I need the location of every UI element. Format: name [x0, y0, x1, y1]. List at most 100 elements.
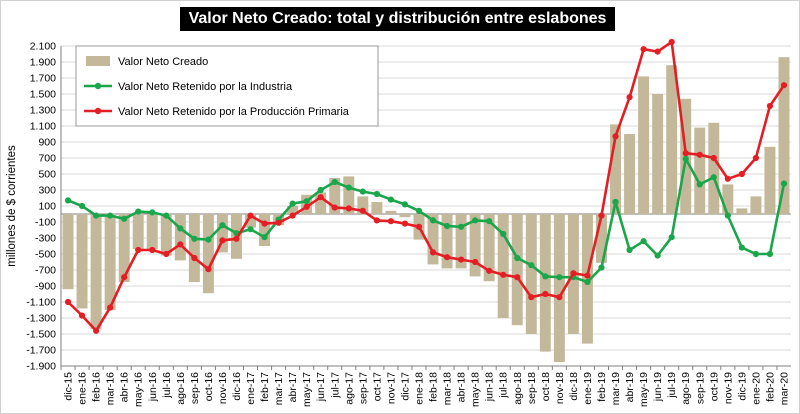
bar-valor-neto-creado [455, 214, 467, 269]
line-retenido-industria-point [401, 201, 409, 208]
y-tick-label: -1.100 [26, 297, 56, 309]
bar-valor-neto-creado [357, 196, 369, 214]
x-tick-label: oct-18 [540, 372, 552, 401]
line-retenido-produccion-primaria-point [345, 205, 352, 212]
line-retenido-industria-point [261, 234, 268, 241]
bar-valor-neto-creado [525, 214, 537, 334]
legend-swatch-marker [94, 82, 102, 90]
line-retenido-industria-point [415, 207, 423, 214]
bar-valor-neto-creado [245, 214, 256, 228]
line-retenido-industria-point [64, 197, 72, 204]
line-retenido-produccion-primaria-point [556, 294, 563, 301]
bar-valor-neto-creado [469, 214, 481, 277]
line-retenido-industria-point [710, 174, 717, 181]
x-tick-label: mar-18 [442, 372, 454, 405]
bar-valor-neto-creado [146, 214, 158, 250]
y-tick-label: 500 [38, 169, 56, 181]
bar-valor-neto-creado [329, 178, 341, 214]
x-tick-label: ene-18 [413, 372, 425, 405]
line-retenido-produccion-primaria-point [682, 150, 689, 157]
x-tick-label: ago-17 [343, 372, 355, 405]
y-tick-label: -500 [35, 249, 56, 261]
line-retenido-industria-point [317, 186, 324, 194]
x-tick-label: sep-17 [357, 372, 369, 404]
y-tick-label: -900 [35, 281, 56, 293]
line-retenido-produccion-primaria-point [107, 304, 114, 311]
y-tick-label: -1.700 [26, 345, 56, 357]
axis-layer: -1.900 -1.700 -1.500 -1.300 -1.100 -900 -700 -5… [6, 41, 791, 407]
bar-valor-neto-creado [343, 176, 355, 214]
bar-valor-neto-creado [764, 146, 776, 214]
line-retenido-produccion-primaria-point [443, 254, 451, 261]
x-tick-label: dic-17 [399, 372, 411, 401]
y-tick-label: 100 [38, 201, 56, 213]
line-retenido-industria-point [303, 198, 310, 205]
line-layer [64, 38, 788, 334]
line-retenido-industria-point [289, 200, 296, 207]
line-retenido-produccion-primaria-point [275, 219, 282, 226]
x-tick-label: mar-16 [105, 372, 117, 405]
x-tick-label: abr-16 [119, 372, 131, 403]
x-tick-label: ago-18 [512, 372, 524, 405]
x-tick-label: may-17 [301, 372, 313, 407]
line-retenido-produccion-primaria-point [500, 271, 507, 278]
line-retenido-industria-point [542, 273, 549, 280]
x-tick-label: jun-16 [147, 372, 159, 402]
line-retenido-industria-point [640, 238, 647, 245]
legend: Valor Neto Creado Valor Neto Retenido por… [75, 45, 379, 127]
line-retenido-industria-point [359, 188, 366, 195]
line-retenido-industria-point [205, 236, 212, 243]
line-retenido-industria-point [668, 234, 675, 241]
bar-valor-neto-creado [750, 196, 762, 214]
line-retenido-industria-point [724, 212, 731, 219]
line-retenido-industria-point [682, 155, 689, 162]
line-retenido-industria-point [177, 225, 184, 232]
line-retenido-produccion-primaria-point [359, 207, 366, 214]
chart-title: Valor Neto Creado: total y distribución … [180, 7, 615, 31]
line-retenido-produccion-primaria-point [570, 270, 577, 277]
bar-valor-neto-creado [539, 214, 551, 352]
x-tick-label: ene-16 [77, 372, 89, 405]
line-retenido-industria [67, 157, 786, 284]
bar-valor-neto-creado [118, 214, 130, 282]
y-tick-label: 1.300 [30, 105, 56, 117]
x-tick-label: nov-16 [217, 372, 229, 404]
x-tick-label: mar-19 [610, 372, 622, 405]
bar-valor-neto-creado [62, 214, 74, 290]
bar-valor-neto-creado [259, 214, 271, 246]
line-retenido-produccion-primaria-point [317, 194, 324, 201]
x-tick-label: abr-18 [456, 372, 468, 403]
legend-entry: Valor Neto Retenido por la Producción Pr… [118, 106, 350, 118]
x-tick-label: ene-20 [750, 372, 762, 405]
bar-valor-neto-creado [160, 214, 172, 256]
x-tick-label: oct-16 [203, 372, 215, 401]
x-tick-label: may-16 [133, 372, 145, 407]
line-retenido-produccion-primaria [67, 40, 786, 333]
bar-valor-neto-creado [624, 134, 636, 214]
bar-valor-neto-creado [76, 214, 88, 309]
bar-valor-neto-creado [132, 214, 144, 250]
x-tick-label: feb-19 [596, 372, 608, 402]
line-retenido-industria-point [373, 190, 380, 198]
line-retenido-industria-point [752, 250, 760, 258]
x-tick-label: mar-20 [778, 372, 790, 405]
bar-valor-neto-creado [216, 214, 228, 253]
x-tick-label: feb-20 [764, 372, 776, 402]
y-axis-title: millones de $ corrientes [6, 145, 18, 267]
x-tick-label: may-18 [470, 372, 482, 407]
bar-valor-neto-creado [778, 57, 790, 215]
line-retenido-produccion-primaria-point [219, 237, 226, 244]
line-retenido-produccion-primaria-point [373, 217, 380, 224]
y-tick-label: 1.700 [30, 73, 56, 85]
bar-valor-neto-creado [736, 208, 748, 214]
x-tick-label: nov-19 [722, 372, 734, 404]
bar-valor-neto-creado [385, 210, 397, 214]
bar-valor-neto-creado [202, 214, 214, 294]
x-tick-label: sep-18 [526, 372, 538, 404]
y-tick-label: -1.900 [26, 361, 56, 373]
line-retenido-produccion-primaria-point [387, 218, 395, 225]
line-retenido-industria-point [780, 180, 788, 187]
line-retenido-produccion-primaria-point [752, 154, 760, 162]
